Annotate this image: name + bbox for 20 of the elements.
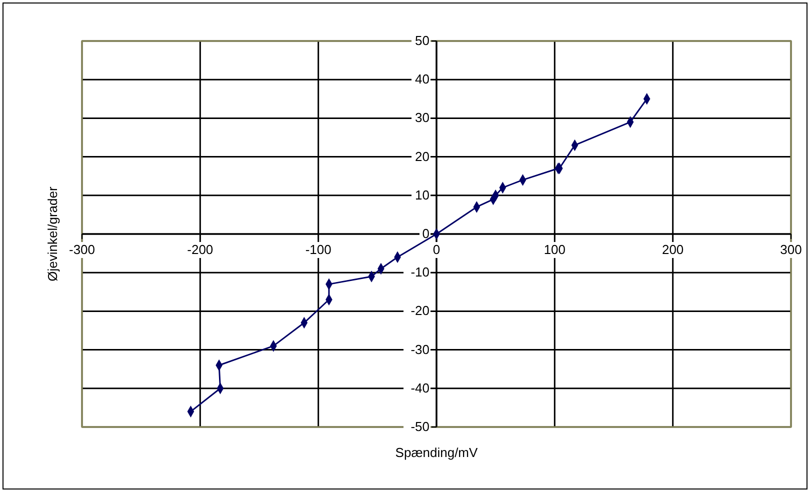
y-axis-title: Øjevinkel/grader (45, 186, 60, 282)
x-tick-label: 200 (662, 242, 684, 257)
x-tick-label: -300 (68, 242, 96, 257)
y-tick-label: 20 (415, 148, 430, 164)
x-tick-label: -100 (305, 242, 332, 257)
y-tick-label: 10 (415, 187, 430, 202)
y-tick-label: 40 (415, 72, 430, 87)
y-tick-label: -50 (410, 419, 430, 434)
y-tick-label: -30 (410, 342, 430, 357)
y-tick-label: 30 (415, 110, 430, 126)
x-tick-label: 0 (432, 242, 440, 257)
y-tick-label: 0 (422, 226, 430, 241)
y-tick-label: 50 (415, 33, 430, 48)
x-tick-label: -200 (187, 242, 214, 257)
x-axis-title: Spænding/mV (395, 445, 478, 460)
y-tick-label: -40 (410, 380, 430, 396)
y-tick-label: -10 (410, 264, 430, 280)
x-tick-label: 300 (780, 242, 802, 257)
x-tick-label: 100 (544, 242, 566, 257)
y-tick-label: -20 (410, 303, 430, 318)
